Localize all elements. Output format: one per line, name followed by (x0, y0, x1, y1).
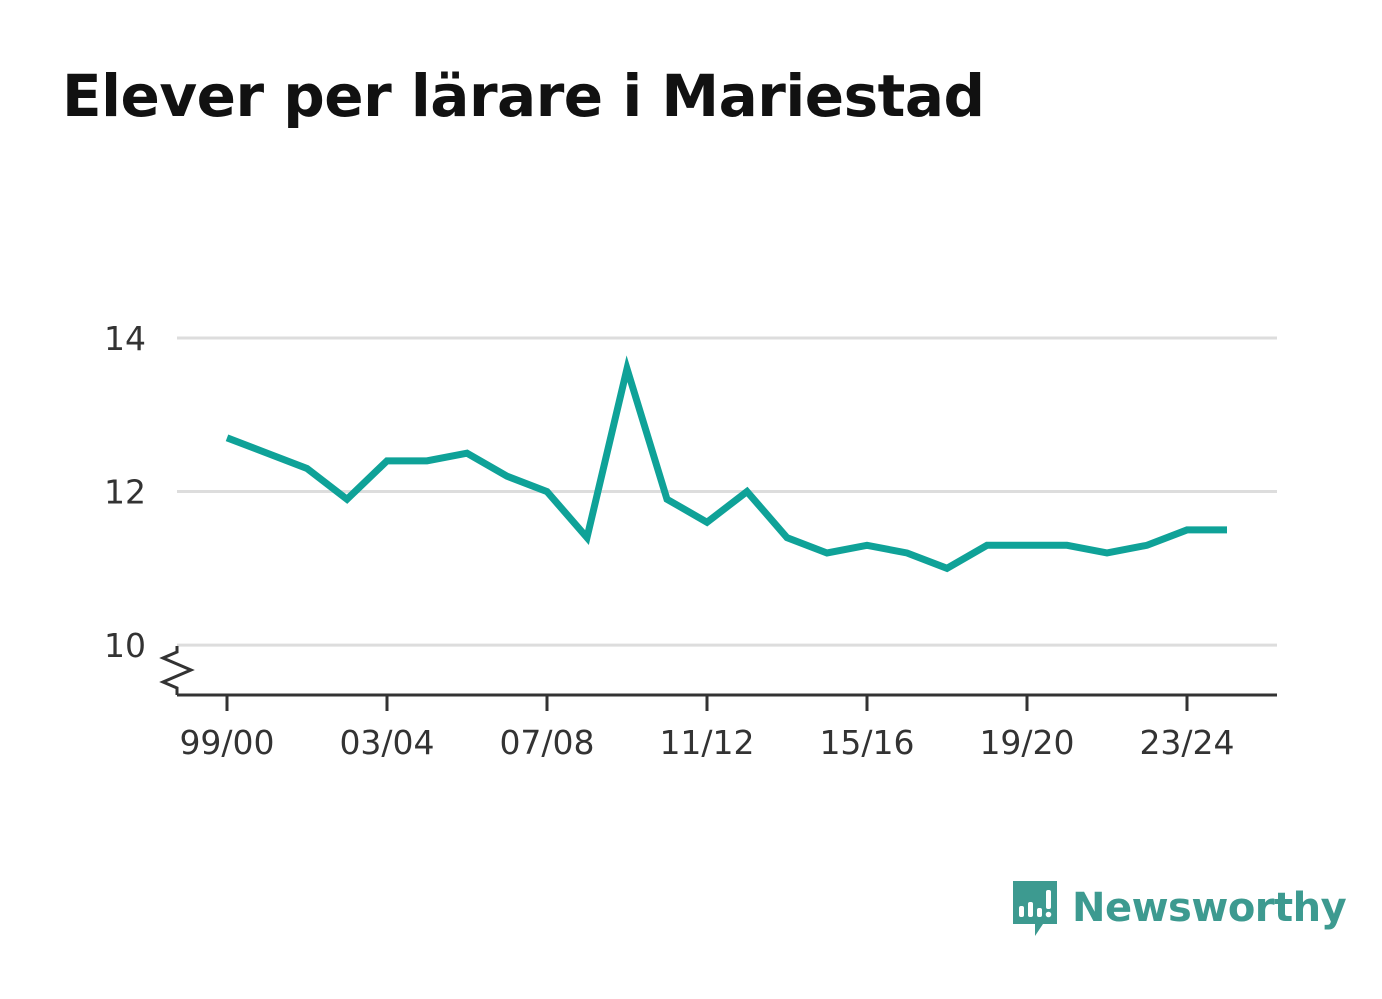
chart-title: Elever per lärare i Mariestad (62, 62, 985, 130)
newsworthy-logo-icon (1013, 881, 1057, 936)
x-tick-label: 15/16 (819, 723, 914, 762)
axis-break-zigzag (159, 646, 195, 695)
series-layer (225, 355, 1228, 573)
x-tick-label: 11/12 (659, 723, 754, 762)
series-line-0 (225, 355, 1227, 573)
y-axis-break-icon (159, 646, 195, 695)
y-tick-labels: 10 12 14 (104, 319, 146, 665)
x-tick-label: 99/00 (179, 723, 274, 762)
x-tick-label: 07/08 (499, 723, 594, 762)
x-tick-label: 03/04 (339, 723, 434, 762)
y-tick-label: 14 (104, 319, 146, 358)
y-tick-label: 12 (104, 473, 146, 512)
gridlines (177, 336, 1277, 647)
y-tick-label: 10 (104, 626, 146, 665)
x-tick-label: 23/24 (1139, 723, 1234, 762)
x-tick-label: 19/20 (979, 723, 1074, 762)
x-tick-labels: 99/00 03/04 07/08 11/12 15/16 19/20 23/24 (179, 695, 1235, 762)
brand-name: Newsworthy (1072, 885, 1347, 931)
brand-logo: Newsworthy (1010, 878, 1347, 938)
